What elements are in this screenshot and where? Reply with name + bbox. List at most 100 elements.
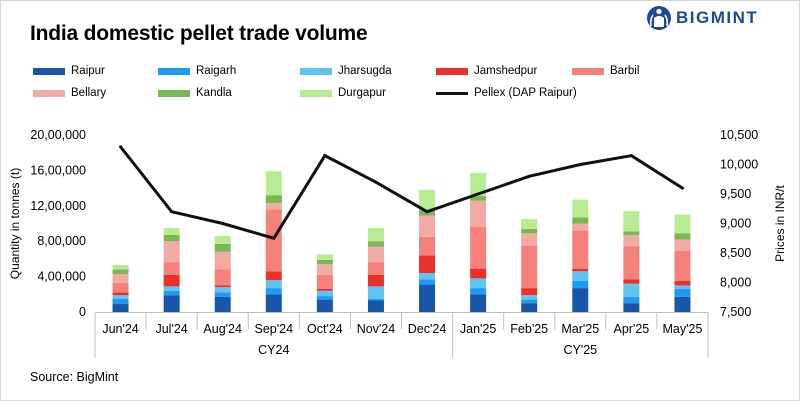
bigmint-logo: BIGMINT bbox=[646, 5, 758, 31]
bar-raipur-apr-25 bbox=[623, 303, 640, 312]
bar-jharsugda-sep-24 bbox=[265, 280, 282, 289]
brand-name: BIGMINT bbox=[676, 8, 759, 27]
legend-item-durgapur: Durgapur bbox=[300, 86, 386, 100]
bar-raipur-may-25 bbox=[674, 296, 691, 312]
y2-axis-title: Prices in INR/t bbox=[773, 184, 787, 261]
y2-tick-label: 7,500 bbox=[720, 305, 751, 319]
bar-bellary-apr-25 bbox=[623, 235, 640, 247]
legend-item-jharsugda: Jharsugda bbox=[300, 64, 392, 78]
bar-jamshedpur-feb-25 bbox=[521, 288, 538, 296]
y2-tick-label: 9,500 bbox=[720, 187, 751, 201]
x-tick-jun-24: Jun'24 bbox=[102, 322, 138, 336]
y-tick-label: 12,00,000 bbox=[30, 199, 86, 213]
bar-barbil-may-25 bbox=[674, 250, 691, 282]
y-tick-label: 4,00,000 bbox=[37, 270, 86, 284]
bar-durgapur-may-25 bbox=[674, 214, 691, 234]
bar-bellary-dec-24 bbox=[419, 215, 436, 237]
x-tick-jul-24: Jul'24 bbox=[155, 322, 187, 336]
group-label-cy24: CY24 bbox=[258, 343, 289, 357]
legend-swatch-kandla bbox=[158, 89, 190, 97]
bar-bellary-nov-24 bbox=[367, 246, 384, 263]
legend-item-bellary: Bellary bbox=[33, 86, 106, 100]
bar-durgapur-oct-24 bbox=[316, 254, 333, 260]
bar-barbil-apr-25 bbox=[623, 246, 640, 280]
bar-jamshedpur-jul-24 bbox=[163, 274, 180, 287]
bar-bellary-sep-24 bbox=[265, 203, 282, 210]
legend-item-barbil: Barbil bbox=[572, 64, 639, 78]
line-point-feb-25 bbox=[527, 174, 531, 178]
bar-kandla-aug-24 bbox=[214, 243, 231, 252]
legend-label-raigarh: Raigarh bbox=[196, 65, 237, 77]
bar-jamshedpur-jan-25 bbox=[470, 268, 487, 279]
legend-label-raipur: Raipur bbox=[71, 65, 105, 77]
bar-bellary-aug-24 bbox=[214, 251, 231, 270]
bar-kandla-jun-24 bbox=[112, 269, 129, 274]
line-point-oct-24 bbox=[323, 154, 327, 158]
legend-label-jharsugda: Jharsugda bbox=[338, 65, 392, 77]
bigmint-logo-icon bbox=[647, 6, 671, 30]
bar-jamshedpur-apr-25 bbox=[623, 279, 640, 284]
bar-durgapur-mar-25 bbox=[572, 199, 589, 218]
bar-raipur-jul-24 bbox=[163, 295, 180, 312]
bar-jharsugda-oct-24 bbox=[316, 290, 333, 297]
line-point-dec-24 bbox=[425, 210, 429, 214]
y2-tick-label: 8,500 bbox=[720, 246, 751, 260]
x-tick-dec-24: Dec'24 bbox=[408, 322, 447, 336]
bar-jharsugda-feb-25 bbox=[521, 295, 538, 300]
line-point-aug-24 bbox=[221, 222, 225, 225]
bar-raigarh-oct-24 bbox=[316, 296, 333, 300]
legend-item-pellex-dap-raipur: Pellex (DAP Raipur) bbox=[436, 86, 577, 100]
bar-jamshedpur-may-25 bbox=[674, 281, 691, 286]
legend-label-bellary: Bellary bbox=[71, 87, 107, 99]
legend-swatch-raipur bbox=[33, 67, 65, 75]
line-point-jul-24 bbox=[170, 210, 174, 214]
legend-swatch-bellary bbox=[33, 89, 65, 97]
x-tick-sep-24: Sep'24 bbox=[255, 322, 294, 336]
bar-kandla-feb-25 bbox=[521, 228, 538, 234]
bar-raipur-jun-24 bbox=[112, 304, 129, 312]
bar-kandla-jan-25 bbox=[470, 196, 487, 201]
y-tick-label: 20,00,000 bbox=[30, 128, 86, 142]
bar-jharsugda-dec-24 bbox=[419, 273, 436, 280]
x-tick-oct-24: Oct'24 bbox=[307, 322, 343, 336]
bar-kandla-may-25 bbox=[674, 233, 691, 240]
legend-item-raipur: Raipur bbox=[33, 64, 105, 78]
bar-raipur-oct-24 bbox=[316, 299, 333, 312]
legend-swatch-barbil bbox=[572, 67, 604, 75]
bar-raigarh-jul-24 bbox=[163, 290, 180, 296]
line-point-may-25 bbox=[680, 186, 684, 190]
bar-raipur-dec-24 bbox=[419, 284, 436, 312]
x-tick-mar-25: Mar'25 bbox=[561, 322, 599, 336]
bar-raipur-sep-24 bbox=[265, 294, 282, 312]
bar-jamshedpur-oct-24 bbox=[316, 288, 333, 291]
legend-label-pellex-dap-raipur: Pellex (DAP Raipur) bbox=[474, 87, 577, 99]
x-tick-aug-24: Aug'24 bbox=[203, 322, 242, 336]
bar-barbil-dec-24 bbox=[419, 236, 436, 256]
x-tick-jan-25: Jan'25 bbox=[460, 322, 496, 336]
bar-bellary-feb-25 bbox=[521, 233, 538, 246]
legend-item-kandla: Kandla bbox=[158, 86, 232, 100]
bar-jamshedpur-dec-24 bbox=[419, 255, 436, 274]
bar-kandla-oct-24 bbox=[316, 259, 333, 265]
bar-bellary-mar-25 bbox=[572, 223, 589, 231]
bar-raipur-feb-25 bbox=[521, 303, 538, 312]
legend-item-raigarh: Raigarh bbox=[158, 64, 236, 78]
bar-raigarh-dec-24 bbox=[419, 279, 436, 285]
bar-jharsugda-may-25 bbox=[674, 285, 691, 289]
line-series-pellex bbox=[119, 145, 684, 241]
bar-durgapur-nov-24 bbox=[367, 227, 384, 242]
chart-title: India domestic pellet trade volume bbox=[30, 22, 368, 45]
bar-jharsugda-apr-25 bbox=[623, 283, 640, 297]
bar-barbil-jan-25 bbox=[470, 227, 487, 269]
bar-bellary-oct-24 bbox=[316, 264, 333, 275]
bar-raipur-aug-24 bbox=[214, 296, 231, 312]
x-tick-may-25: May'25 bbox=[663, 322, 703, 336]
x-tick-nov-24: Nov'24 bbox=[357, 322, 396, 336]
bar-durgapur-apr-25 bbox=[623, 211, 640, 232]
bar-barbil-nov-24 bbox=[367, 262, 384, 275]
legend-swatch-jamshedpur bbox=[436, 67, 468, 75]
y2-tick-label: 10,000 bbox=[720, 158, 758, 172]
bar-jamshedpur-jun-24 bbox=[112, 292, 129, 296]
bar-kandla-nov-24 bbox=[367, 241, 384, 247]
